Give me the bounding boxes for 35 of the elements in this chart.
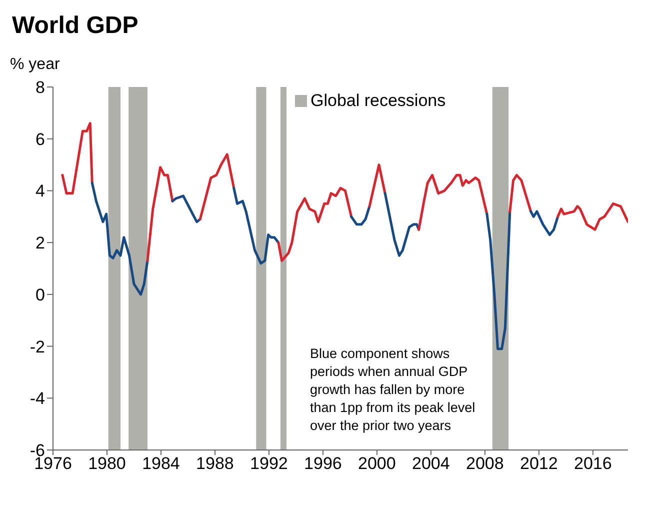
x-tick-label: 2004 (412, 454, 450, 474)
line-series (556, 202, 628, 231)
y-tick-label: 8 (36, 78, 45, 98)
y-tick-label: 2 (36, 234, 45, 253)
y-tick-label: -4 (30, 389, 45, 408)
line-series (350, 205, 371, 226)
x-tick-label: 2000 (358, 454, 396, 474)
line-series (384, 192, 420, 257)
x-tick-label: 1980 (88, 454, 126, 474)
y-tick-label: 6 (36, 130, 45, 149)
line-series (146, 166, 174, 262)
x-tick-label: 2008 (466, 454, 504, 474)
x-tick-label: 2012 (520, 454, 558, 474)
x-tick-label: 1992 (250, 454, 288, 474)
annotation: Blue component shows periods when annual GDP growth has fallen by more than 1pp from its peak level over the prior two years (310, 345, 476, 435)
x-tick-label: 1996 (304, 454, 342, 474)
line-series (368, 164, 386, 208)
band-label: Global recessions (310, 91, 446, 111)
line-series (418, 174, 488, 231)
line-series (486, 210, 512, 350)
y-tick-label: -2 (30, 337, 45, 356)
y-axis-title: % year (10, 56, 60, 74)
line-series (198, 153, 236, 220)
line-series (171, 194, 202, 224)
x-tick-label: 1984 (142, 454, 180, 474)
x-tick-label: 2016 (574, 454, 612, 474)
line-series (90, 182, 149, 296)
y-tick-label: 0 (36, 285, 45, 304)
line-series (61, 122, 94, 195)
chart-title: World GDP (12, 12, 138, 40)
line-series (277, 186, 353, 262)
x-tick-label: 1988 (196, 454, 234, 474)
line-series (530, 210, 560, 236)
y-tick-label: 4 (36, 182, 45, 201)
line-series (232, 186, 280, 265)
